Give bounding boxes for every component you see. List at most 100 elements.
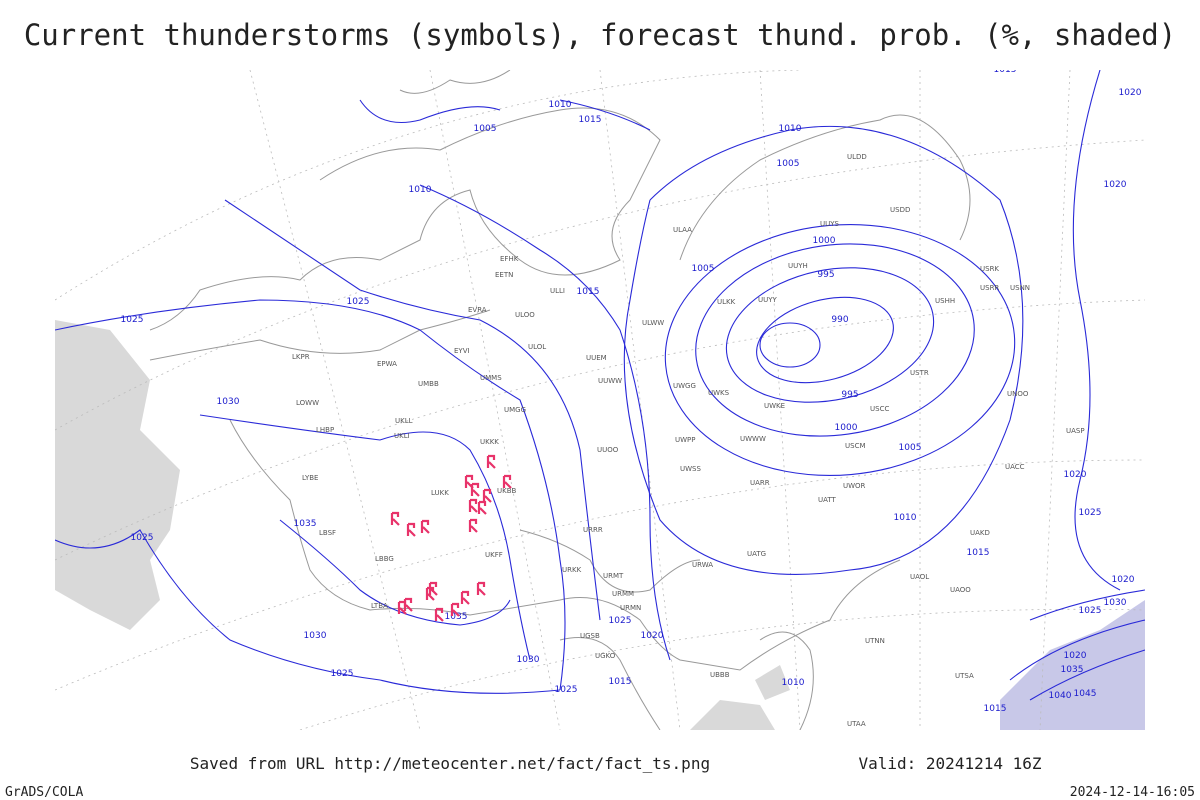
isobar-label: 1035 — [445, 612, 468, 622]
isobar-label: 1015 — [609, 677, 632, 687]
isobar-label: 1010 — [782, 678, 805, 688]
isobar-label: 990 — [831, 315, 848, 325]
station-label: URWA — [692, 561, 713, 569]
station-label: UWGG — [673, 382, 696, 390]
map-title: Current thunderstorms (symbols), forecas… — [24, 18, 1176, 52]
station-label: URKK — [562, 566, 582, 574]
station-label: LUKK — [431, 489, 449, 497]
station-label: UTAA — [847, 720, 866, 728]
isobar-label: 995 — [817, 270, 834, 280]
station-label: LHBP — [316, 426, 334, 434]
station-label: ULKK — [717, 298, 736, 306]
station-label: UKLL — [395, 417, 413, 425]
station-label: UMMS — [480, 374, 502, 382]
station-label: ULOO — [515, 311, 535, 319]
station-label: UUOO — [597, 446, 619, 454]
station-label: UWPP — [675, 436, 696, 444]
isobar-label: 1030 — [1104, 598, 1127, 608]
station-label: LBSF — [319, 529, 336, 537]
station-label: UBBB — [710, 671, 730, 679]
station-label: UWSS — [680, 465, 701, 473]
isobar-label: 1020 — [1064, 651, 1087, 661]
station-label: UASP — [1066, 427, 1085, 435]
station-label: LBBG — [375, 555, 394, 563]
isobar-label: 1015 — [994, 65, 1017, 75]
station-label: ULLI — [550, 287, 565, 295]
source-url: Saved from URL http://meteocenter.net/fa… — [190, 754, 710, 773]
station-label: UWKS — [708, 389, 730, 397]
station-label: EYVI — [454, 347, 470, 355]
station-label: URRR — [583, 526, 603, 534]
thunderstorm-symbols — [390, 454, 513, 623]
isobar-label: 1030 — [517, 655, 540, 665]
isobar-label: 1005 — [474, 124, 497, 134]
thunderstorm-symbol — [468, 498, 479, 514]
isobar-label: 1010 — [894, 513, 917, 523]
isobars — [55, 70, 1145, 701]
software-credit: GrADS/COLA — [5, 785, 83, 800]
station-label: UAOL — [910, 573, 929, 581]
station-label: UUWW — [598, 377, 622, 385]
station-label: UTNN — [865, 637, 885, 645]
isobar-label: 1000 — [813, 236, 836, 246]
station-label: URMT — [603, 572, 624, 580]
station-label: UTSA — [955, 672, 974, 680]
isobar-label: 1000 — [835, 423, 858, 433]
isobar-label: 1005 — [777, 159, 800, 169]
thunderstorm-symbol — [406, 522, 417, 538]
isobar-label: 1025 — [131, 533, 154, 543]
station-label: UATG — [747, 550, 766, 558]
isobar-label: 1035 — [294, 519, 317, 529]
isobar-label: 1015 — [984, 704, 1007, 714]
thunderstorm-symbol — [482, 488, 493, 504]
isobar-label: 1030 — [217, 397, 240, 407]
thunderstorm-symbol — [477, 500, 488, 516]
station-label: URMN — [620, 604, 641, 612]
station-label: UWOR — [843, 482, 866, 490]
thunderstorm-symbol — [434, 607, 445, 623]
isobar-label: 1025 — [609, 616, 632, 626]
station-label: EVRA — [468, 306, 487, 314]
thunderstorm-symbol — [486, 454, 497, 470]
station-label: USTR — [910, 369, 929, 377]
thunderstorm-symbol — [390, 511, 401, 527]
station-label: USCM — [845, 442, 866, 450]
isobar-label: 1025 — [331, 669, 354, 679]
station-label: LTBA — [371, 602, 388, 610]
isobar-label: 1010 — [409, 185, 432, 195]
station-label: UWWW — [740, 435, 766, 443]
isobar-label: 1020 — [1064, 470, 1087, 480]
station-label: UAKD — [970, 529, 990, 537]
station-label: UKFF — [485, 551, 503, 559]
station-label: UKLI — [394, 432, 410, 440]
station-label: ULAA — [673, 226, 692, 234]
valid-time: Valid: 20241214 16Z — [858, 754, 1041, 773]
station-label: EFHK — [500, 255, 519, 263]
station-label: UARR — [750, 479, 770, 487]
station-label: UAOO — [950, 586, 971, 594]
isobar-label: 1030 — [304, 631, 327, 641]
isobar-label: 1025 — [347, 297, 370, 307]
isobar-label: 995 — [841, 390, 858, 400]
station-label: ULOL — [528, 343, 546, 351]
station-label: USRK — [980, 265, 999, 273]
station-label: EETN — [495, 271, 513, 279]
station-label: UACC — [1005, 463, 1025, 471]
map-area: 1010 1005 1015 1010 1005 1010 1000 1005 995 1015 9… — [55, 65, 1145, 730]
station-label: LKPR — [292, 353, 310, 361]
isobar-label: 1015 — [967, 548, 990, 558]
isobar-label: 1005 — [899, 443, 922, 453]
isobar-label: 1010 — [779, 124, 802, 134]
thunderstorm-symbol — [420, 519, 431, 535]
coastlines — [149, 70, 971, 730]
thunderstorm-symbol — [468, 518, 479, 534]
isobar-label: 1015 — [579, 115, 602, 125]
station-label: LOWW — [296, 399, 319, 407]
station-label: UWKE — [764, 402, 785, 410]
timestamp: 2024-12-14-16:05 — [1070, 785, 1195, 800]
thunderstorm-symbol — [460, 590, 471, 606]
station-label: USRR — [980, 284, 999, 292]
station-label: USCC — [870, 405, 889, 413]
isobar-label: 1025 — [1079, 508, 1102, 518]
